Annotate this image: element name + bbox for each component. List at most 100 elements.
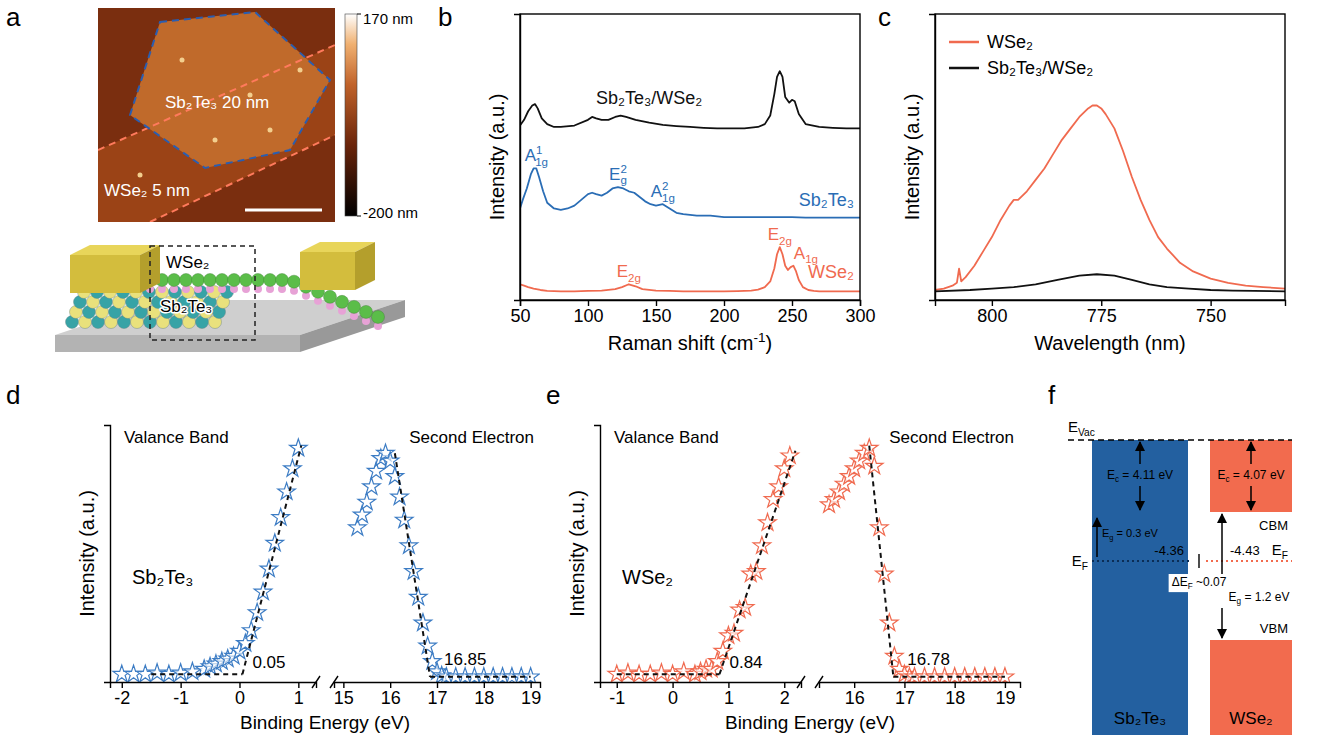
tick: 250 xyxy=(777,300,807,326)
chart-title: Sb₂Te₃ xyxy=(132,566,194,588)
label-sup: 2 xyxy=(662,180,668,192)
segment-title: Second Electron xyxy=(889,428,1014,447)
tick: 17 xyxy=(427,682,447,708)
axis-line xyxy=(104,426,111,683)
tick-label: 750 xyxy=(1196,306,1226,326)
wse2-atom xyxy=(276,274,289,287)
fit-line xyxy=(151,673,242,675)
data-point xyxy=(736,598,753,615)
axis-title: Intensity (a.u.) xyxy=(76,490,98,617)
affinity-label: Ec = 4.07 eV xyxy=(1217,468,1284,484)
fit-line xyxy=(869,446,893,677)
spectrum-line xyxy=(520,168,860,217)
afm-particle xyxy=(213,138,218,143)
colorbar-label: 170 nm xyxy=(363,10,413,27)
data-point xyxy=(866,457,883,474)
tick: 800 xyxy=(977,300,1007,326)
substrate-front xyxy=(55,335,300,352)
tick: 50 xyxy=(510,300,530,326)
peak-label: E2g xyxy=(609,163,627,187)
axis-line xyxy=(601,683,802,689)
axis-title: Intensity (a.u.) xyxy=(901,94,923,221)
label-part: E xyxy=(1068,418,1078,435)
tick-label: 15 xyxy=(334,688,354,708)
wse2-atom xyxy=(264,274,277,287)
wse2-atom xyxy=(204,274,217,287)
wse2-atom xyxy=(228,274,241,287)
axis-title: Binding Energy (eV) xyxy=(240,712,410,733)
colorbar-label: -200 nm xyxy=(363,204,418,221)
tick: 16 xyxy=(381,682,401,708)
label-sub: g xyxy=(620,174,626,186)
spectrum-line xyxy=(520,71,860,128)
overlap-box xyxy=(150,246,255,340)
data-point xyxy=(781,447,798,464)
chart-scatter: -1012Valance Band0.8416171819Second Elec… xyxy=(566,426,1021,734)
tick-label: 17 xyxy=(895,688,915,708)
afm-particle xyxy=(268,128,273,133)
legend: WSe₂Sb₂Te₃/WSe₂ xyxy=(949,32,1093,78)
scale-bar xyxy=(245,209,322,212)
label-sub: 1g xyxy=(662,192,675,204)
plot-area xyxy=(349,444,540,682)
tick: 18 xyxy=(945,682,965,708)
material-label: Sb₂Te₃ xyxy=(1114,709,1166,728)
edge-value: 16.78 xyxy=(907,650,950,669)
level-value: -4.36 xyxy=(1154,543,1184,558)
data-point xyxy=(419,637,436,654)
offset-marker xyxy=(1198,554,1199,568)
axis xyxy=(594,426,601,683)
tick: 750 xyxy=(1196,300,1226,326)
axis-line xyxy=(521,301,861,307)
label-part: = 1.2 eV xyxy=(1241,590,1289,604)
tick-label: 18 xyxy=(474,688,494,708)
arrow xyxy=(1221,608,1223,638)
electrode-side xyxy=(355,242,375,290)
tick: 1 xyxy=(724,682,734,708)
tick-label: 100 xyxy=(573,306,603,326)
wse2-atom xyxy=(336,295,349,308)
label-sub: 1g xyxy=(535,156,548,168)
tick-label: 2 xyxy=(780,688,790,708)
legend-swatch xyxy=(949,41,979,44)
tick-label: 19 xyxy=(995,688,1015,708)
affinity-label: Ec = 4.11 eV xyxy=(1107,468,1173,484)
axis-line xyxy=(514,15,521,301)
band-block xyxy=(1210,640,1292,735)
colorbar-tick xyxy=(357,14,361,15)
data-point xyxy=(522,668,539,682)
axis: 1516171819 xyxy=(334,682,541,708)
wse2-atom xyxy=(168,274,181,287)
tick-label: 1 xyxy=(294,688,304,708)
afm-background xyxy=(98,8,335,222)
label-sup: 1 xyxy=(536,144,542,156)
axis xyxy=(929,15,936,301)
device-schematic: WSe₂Sb₂Te₃ xyxy=(55,242,405,352)
layer-label: Sb₂Te₃ xyxy=(160,297,212,316)
label-sub: 2g xyxy=(779,235,792,247)
label-part: A xyxy=(651,182,663,201)
data-point xyxy=(996,668,1013,682)
data-point xyxy=(391,488,408,505)
tick: 17 xyxy=(895,682,915,708)
tick: 1 xyxy=(294,682,304,708)
legend-swatch xyxy=(949,67,979,70)
tick: 300 xyxy=(845,300,875,326)
data-point xyxy=(770,477,787,494)
electrode-front xyxy=(70,255,140,293)
fit-line xyxy=(395,453,430,677)
plot-area xyxy=(608,447,799,682)
panel-letter: a xyxy=(6,2,21,32)
gap-label: Eg = 0.3 eV xyxy=(1102,527,1159,542)
colorbar-tick xyxy=(357,216,361,217)
tick-label: 16 xyxy=(381,688,401,708)
sb2te3-flake xyxy=(130,12,330,168)
axis-line xyxy=(929,15,936,301)
segment-title: Valance Band xyxy=(614,428,719,447)
band-block xyxy=(1092,440,1188,735)
axis: 800775750 xyxy=(936,300,1286,326)
label-part: E xyxy=(617,262,628,281)
tick-label: -2 xyxy=(114,688,130,708)
tick: 18 xyxy=(474,682,494,708)
flake-edge xyxy=(130,12,330,168)
